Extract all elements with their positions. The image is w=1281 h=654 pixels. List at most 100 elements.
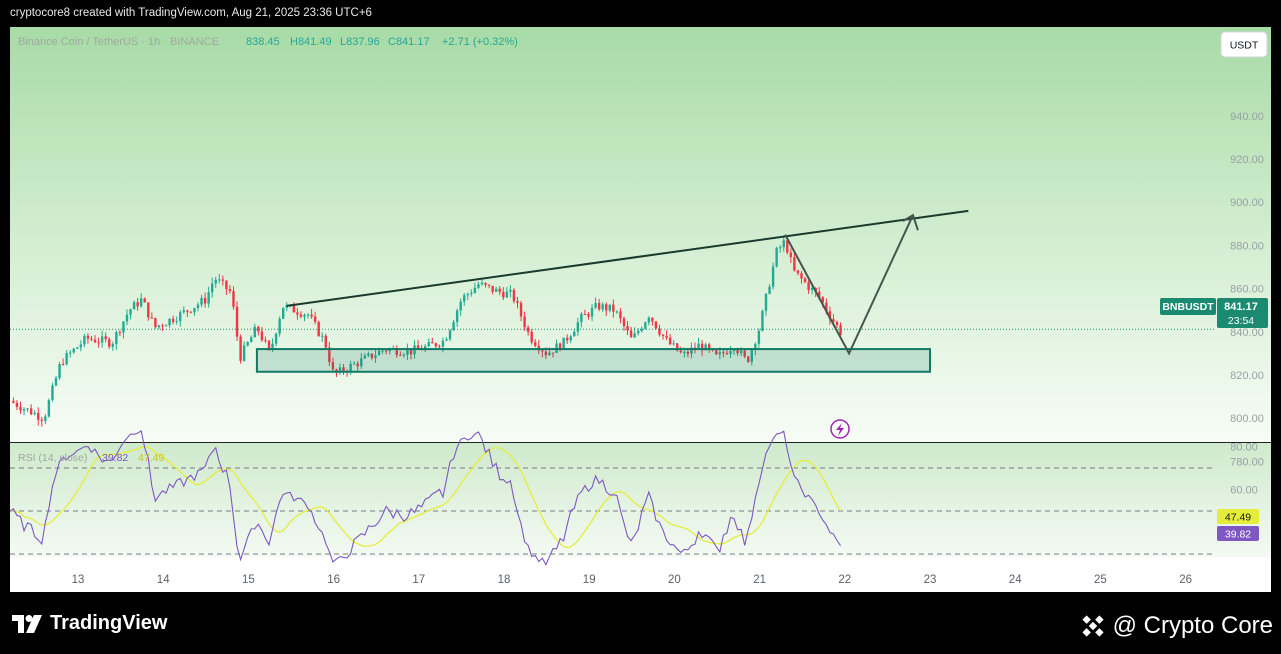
candle-body — [207, 292, 210, 304]
candle-body — [15, 402, 19, 408]
candle-body — [551, 352, 555, 354]
candle-body — [157, 325, 161, 328]
candle-body — [111, 344, 114, 347]
projection-path — [784, 214, 914, 356]
candle-body — [793, 257, 796, 271]
candle-body — [732, 349, 736, 352]
rsi-ma-line — [9, 446, 842, 549]
candle-body — [363, 355, 367, 359]
legend-low: L837.96 — [340, 36, 380, 48]
price-axis[interactable]: 780.00 800.00 820.00 840.00 860.00 880.00 900.… — [1230, 111, 1264, 469]
rsi-legend: RSI (14, close) 39.82 47.49 — [18, 452, 164, 464]
time-tick-label: 17 — [412, 574, 425, 586]
candle-body — [377, 350, 381, 356]
candle-body — [619, 311, 622, 319]
candle-body — [800, 273, 803, 279]
candle-body — [484, 282, 487, 285]
candle-body — [115, 332, 118, 345]
candle-body — [445, 339, 448, 341]
candle-body — [509, 290, 512, 292]
candle-body — [402, 354, 406, 356]
candle-body — [370, 353, 374, 359]
candle-body — [576, 322, 580, 332]
price-pane-bg — [10, 27, 1271, 442]
candle-body — [821, 297, 824, 303]
chart-svg[interactable]: 780.00 800.00 820.00 840.00 860.00 880.00 900.… — [9, 27, 1271, 592]
candle-body — [835, 321, 839, 326]
candle-body — [136, 302, 139, 307]
lightning-icon[interactable] — [830, 419, 850, 439]
candle-body — [466, 294, 469, 296]
candle-body — [754, 343, 757, 350]
time-tick-label: 15 — [242, 574, 255, 586]
candle-body — [285, 304, 288, 308]
candle-body — [786, 240, 789, 253]
candle-body — [171, 318, 175, 322]
candle-body — [292, 304, 296, 313]
tradingview-brand: TradingView — [50, 612, 168, 634]
candle-body — [818, 291, 821, 298]
candle-body — [79, 344, 83, 348]
candle-body — [93, 339, 97, 343]
candle-body — [260, 331, 264, 341]
time-tick-label: 13 — [72, 574, 85, 586]
time-tick-label: 22 — [838, 574, 851, 586]
candle-body — [58, 364, 61, 378]
candle-body — [182, 310, 185, 313]
candle-body — [132, 302, 136, 310]
candle-body — [281, 307, 285, 319]
candle-body — [519, 303, 523, 317]
time-tick-label: 25 — [1094, 574, 1107, 586]
candle-body — [534, 342, 537, 346]
candle-body — [360, 358, 363, 367]
candle-body — [828, 311, 832, 320]
candle-body — [526, 327, 530, 332]
candle-body — [431, 342, 434, 344]
support-zone — [255, 348, 932, 373]
watermark-text: @ Crypto Core — [1112, 612, 1273, 639]
candle-body — [274, 333, 278, 344]
candle-body — [384, 350, 388, 352]
time-axis[interactable]: 13 14 15 16 17 18 19 20 21 22 23 24 25 26 — [72, 574, 1192, 586]
candle-body — [306, 314, 310, 316]
candle-body — [225, 280, 228, 290]
candle-body — [221, 279, 225, 281]
candle-body — [47, 400, 51, 417]
candle-body — [90, 338, 93, 340]
rsi-tick-label: 60.00 — [1230, 485, 1258, 497]
candle-body — [512, 290, 516, 302]
candle-body — [239, 336, 242, 361]
candle-body — [154, 318, 157, 328]
candle-body — [193, 308, 196, 313]
candle-body — [668, 337, 672, 345]
candle-body — [764, 293, 768, 311]
candle-body — [441, 340, 445, 347]
candle-body — [502, 291, 505, 298]
price-tick-label: 940.00 — [1230, 111, 1264, 123]
candle-body — [186, 310, 189, 312]
candle-body — [296, 312, 299, 315]
candle-body — [40, 419, 43, 421]
chart-header: cryptocore8 created with TradingView.com… — [10, 7, 372, 19]
candle-body — [179, 312, 182, 322]
candle-body — [317, 321, 320, 337]
candle-body — [147, 302, 150, 318]
candle-body — [636, 331, 640, 334]
legend-change: +2.71 (+0.32%) — [442, 36, 518, 48]
candle-body — [622, 318, 626, 326]
candle-body — [722, 352, 725, 354]
candle-body — [707, 344, 711, 350]
candle-body — [661, 334, 665, 337]
candle-body — [672, 343, 675, 345]
candle-body — [654, 321, 658, 329]
currency-button[interactable]: USDT — [1220, 31, 1268, 58]
candle-body — [704, 344, 707, 351]
candle-body — [651, 317, 654, 322]
candle-body — [768, 286, 771, 294]
candle-body — [61, 364, 65, 366]
candle-body — [214, 279, 217, 284]
candle-body — [452, 321, 455, 331]
candle-body — [477, 284, 480, 288]
legend-symbol: Binance Coin / TetherUS · 1h · BINANCE — [18, 36, 219, 48]
candle-body — [328, 347, 331, 363]
